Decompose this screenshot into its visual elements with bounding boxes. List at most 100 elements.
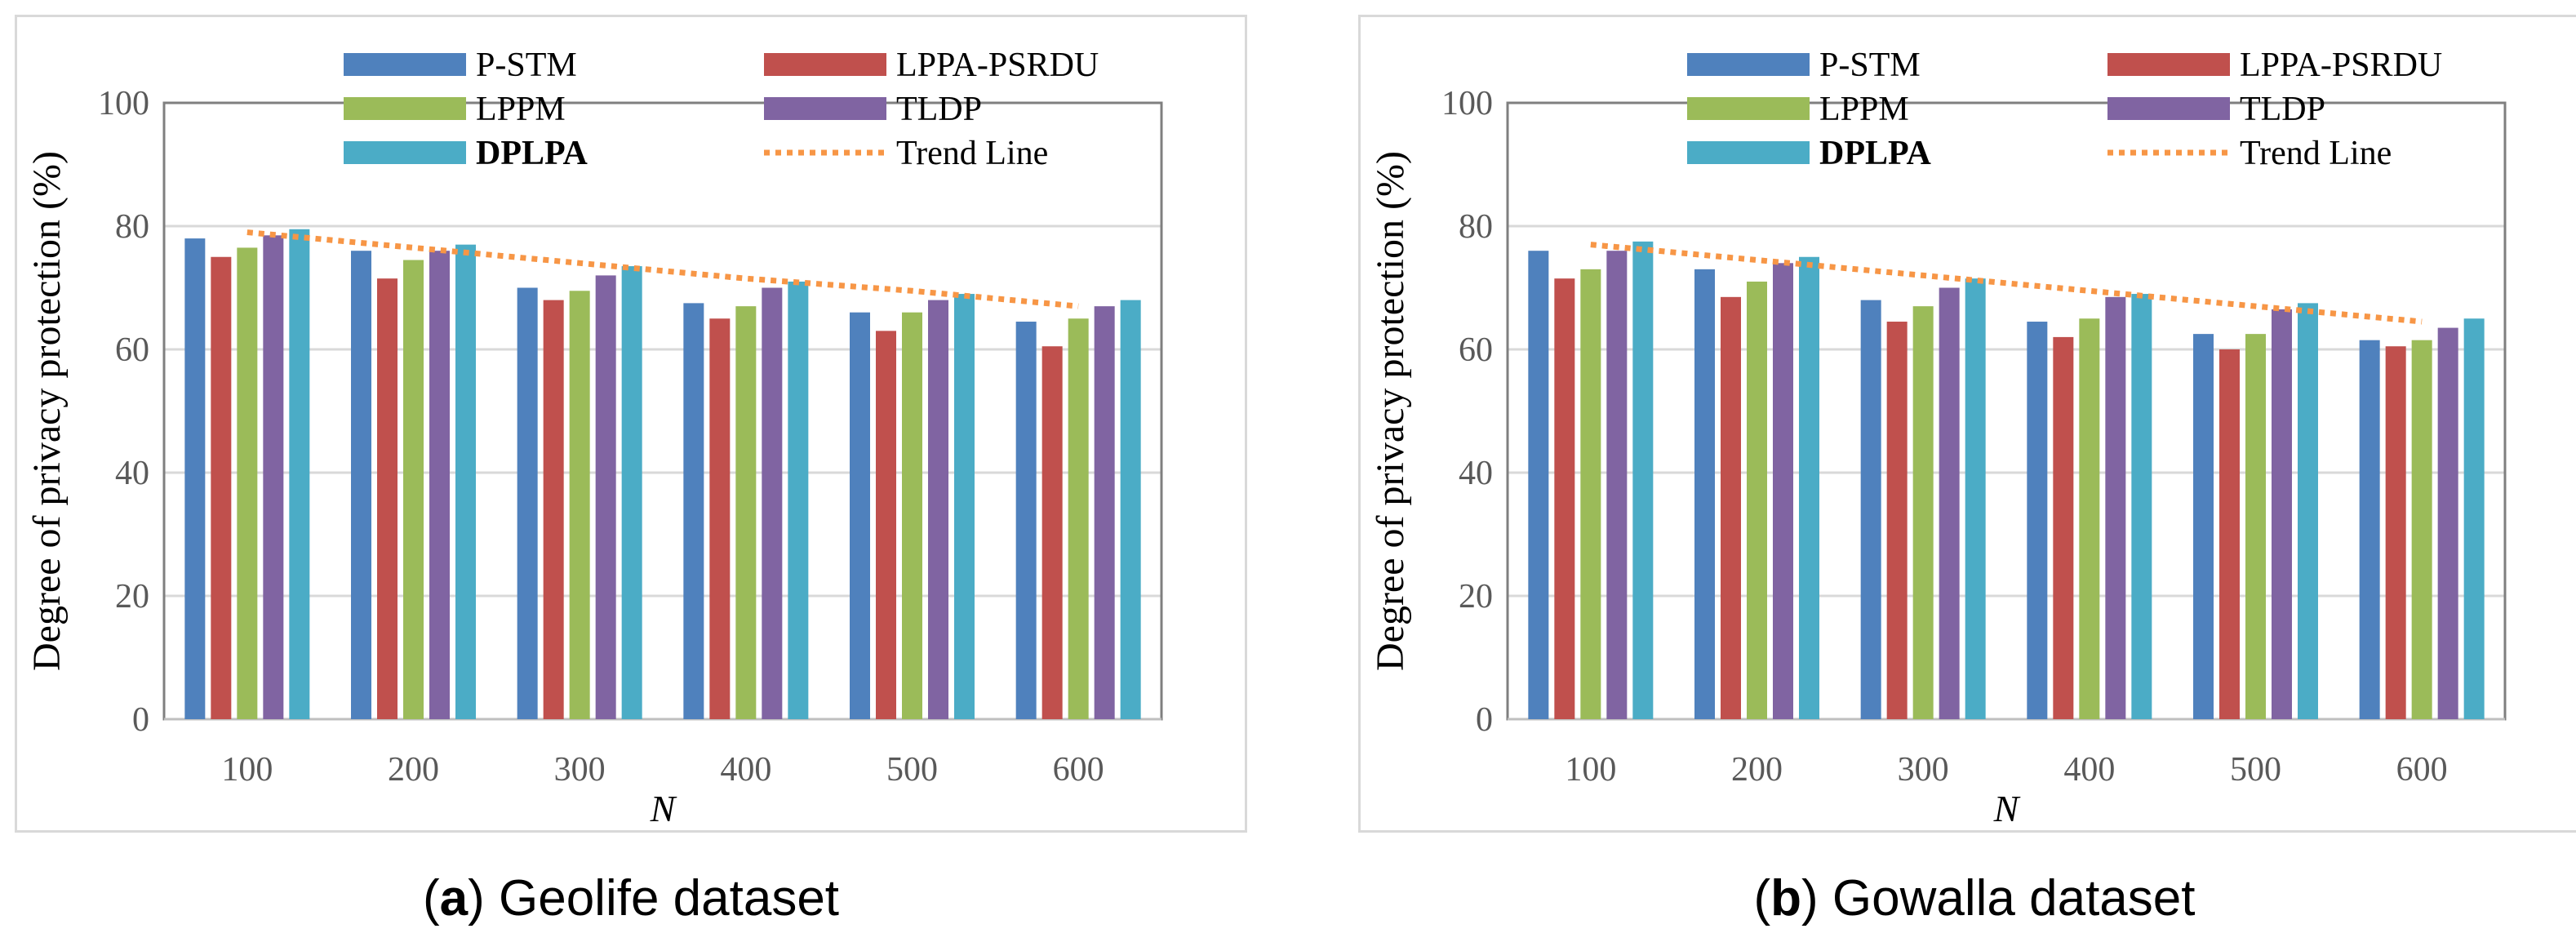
- bar-lppm-200: [403, 260, 424, 719]
- legend-label: DPLPA: [476, 135, 588, 172]
- x-tick-label: 600: [2396, 751, 2448, 789]
- bar-lppa-psrdu-400: [709, 318, 731, 719]
- x-tick-label: 600: [1053, 751, 1104, 789]
- caption-b-text: Gowalla dataset: [1832, 870, 2196, 927]
- x-tick-label: 100: [1565, 751, 1616, 789]
- bar-dplpa-200: [455, 244, 476, 719]
- bar-tldp-400: [2105, 296, 2126, 719]
- legend-swatch-lppa-psrdu: [764, 53, 886, 76]
- chart-svg: 0 20 40 60 80 100 100 200 300 400 500 600 N Degree of…: [1369, 47, 2507, 829]
- bar-dplpa-600: [1120, 300, 1141, 720]
- legend: P-STM LPPA-PSRDU LPPM TLDP DPLPA Trend Line: [1687, 47, 2442, 172]
- plot-area-border: [162, 101, 1163, 721]
- x-tick-label: 100: [221, 751, 273, 789]
- bar-p-stm-400: [683, 303, 704, 719]
- y-tick-label: 20: [115, 578, 149, 615]
- legend-label: LPPM: [476, 91, 566, 128]
- y-axis-label: Degree of privacy protection (%): [25, 151, 69, 671]
- bar-lppm-300: [1912, 306, 1934, 719]
- x-tick-label: 200: [388, 751, 439, 789]
- bar-dplpa-200: [1799, 256, 1819, 719]
- bar-tldp-200: [429, 251, 450, 719]
- bar-lppm-500: [902, 312, 922, 719]
- x-tick-label: 200: [1731, 751, 1783, 789]
- bar-lppm-500: [2245, 334, 2266, 719]
- bar-tldp-600: [1094, 306, 1115, 719]
- bar-tldp-300: [1939, 287, 1960, 719]
- legend: P-STM LPPA-PSRDU LPPM TLDP DPLPA Trend Line: [344, 47, 1099, 172]
- y-tick-label: 0: [1476, 701, 1493, 739]
- legend-label: P-STM: [476, 47, 577, 84]
- bar-lppm-400: [735, 306, 757, 719]
- x-tick-label: 400: [2063, 751, 2115, 789]
- legend-label: LPPA-PSRDU: [2240, 47, 2442, 84]
- bar-dplpa-500: [954, 294, 975, 719]
- bar-p-stm-300: [1860, 300, 1881, 720]
- bar-tldp-200: [1773, 263, 1793, 719]
- legend-swatch-dplpa: [1687, 141, 1810, 164]
- bar-lppm-400: [2079, 318, 2100, 719]
- legend-label: LPPM: [1819, 91, 1909, 128]
- bar-lppa-psrdu-400: [2053, 336, 2074, 719]
- bar-p-stm-500: [2193, 334, 2214, 719]
- legend-swatch-lppa-psrdu: [2107, 53, 2230, 76]
- bar-p-stm-500: [850, 312, 870, 719]
- bar-lppa-psrdu-200: [1721, 296, 1741, 719]
- legend-swatch-p-stm: [344, 53, 466, 76]
- bar-p-stm-600: [1015, 322, 1037, 719]
- legend-swatch-dplpa: [344, 141, 466, 164]
- bar-tldp-500: [928, 300, 948, 720]
- bar-lppa-psrdu-500: [2219, 349, 2240, 719]
- x-tick-label: 400: [720, 751, 771, 789]
- bar-dplpa-500: [2298, 303, 2318, 719]
- bar-p-stm-200: [351, 251, 371, 719]
- y-tick-label: 80: [115, 208, 149, 246]
- bar-tldp-300: [595, 275, 616, 719]
- plot-area-border: [1506, 101, 2507, 721]
- legend-swatch-tldp: [2107, 97, 2230, 120]
- y-tick-label: 80: [1459, 208, 1493, 246]
- bar-lppm-100: [1580, 269, 1601, 720]
- bar-p-stm-200: [1694, 269, 1715, 720]
- legend-swatch-p-stm: [1687, 53, 1810, 76]
- y-tick-label: 20: [1459, 578, 1493, 615]
- chart-svg: 0 20 40 60 80 100 100 200 300 400 500 600 N Degree of…: [25, 47, 1163, 829]
- x-tick-label: 500: [886, 751, 938, 789]
- bar-lppa-psrdu-100: [211, 256, 232, 719]
- bar-p-stm-300: [517, 287, 538, 719]
- bar-lppm-300: [569, 291, 590, 719]
- y-tick-label: 60: [115, 331, 149, 369]
- caption-b-label: b: [1770, 870, 1802, 927]
- y-tick-label: 40: [1459, 455, 1493, 492]
- bar-tldp-100: [263, 235, 284, 719]
- bar-dplpa-100: [289, 229, 310, 719]
- chart-panel-a: 0 20 40 60 80 100 100 200 300 400 500 600 N Degree of…: [15, 15, 1247, 833]
- bar-p-stm-100: [1528, 251, 1549, 719]
- bar-dplpa-400: [2131, 294, 2152, 719]
- legend-label: Trend Line: [2240, 135, 2392, 172]
- x-tick-label: 300: [554, 751, 606, 789]
- bar-lppa-psrdu-300: [543, 300, 564, 720]
- bar-tldp-500: [2272, 309, 2292, 719]
- y-tick-label: 60: [1459, 331, 1493, 369]
- bar-lppm-600: [2411, 340, 2432, 719]
- caption-b: (b) Gowalla dataset: [1753, 870, 2196, 927]
- bar-dplpa-100: [1632, 241, 1654, 719]
- bar-p-stm-400: [2027, 322, 2048, 719]
- bar-lppa-psrdu-600: [2385, 346, 2406, 719]
- bar-p-stm-100: [184, 238, 206, 720]
- bar-dplpa-300: [621, 266, 642, 719]
- bar-tldp-600: [2437, 327, 2458, 719]
- bar-dplpa-300: [1965, 278, 1986, 719]
- legend-label: TLDP: [896, 91, 982, 128]
- y-axis-label: Degree of privacy protection (%): [1369, 151, 1412, 671]
- bar-lppa-psrdu-300: [1886, 322, 1908, 719]
- chart-panel-b: 0 20 40 60 80 100 100 200 300 400 500 600 N Degree of…: [1358, 15, 2576, 833]
- legend-swatch-tldp: [764, 97, 886, 120]
- caption-a-text: Geolife dataset: [498, 870, 840, 927]
- bar-p-stm-600: [2359, 340, 2380, 719]
- bar-tldp-400: [762, 287, 783, 719]
- caption-a: (a) Geolife dataset: [422, 870, 840, 927]
- bar-lppa-psrdu-200: [377, 278, 398, 719]
- bar-lppm-600: [1068, 318, 1089, 719]
